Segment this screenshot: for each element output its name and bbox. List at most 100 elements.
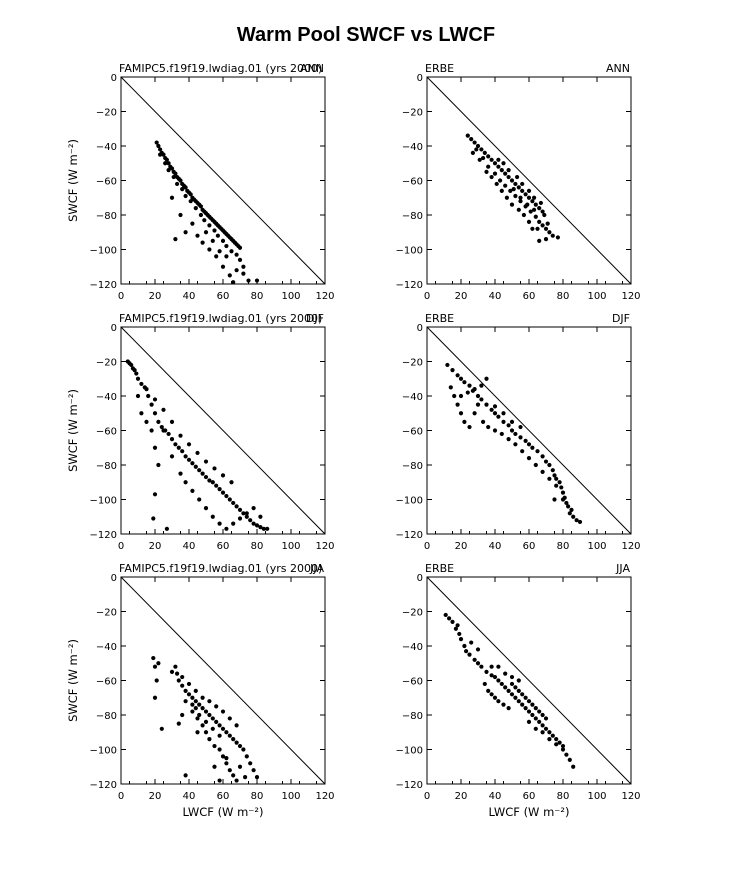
data-point xyxy=(183,185,188,190)
data-point xyxy=(265,526,270,531)
data-point xyxy=(173,664,178,669)
data-point xyxy=(193,206,198,211)
y-tick-label: −80 xyxy=(402,711,423,722)
data-point xyxy=(224,254,229,259)
y-tick-label: −80 xyxy=(96,461,117,472)
y-tick-label: −100 xyxy=(90,746,117,757)
data-point xyxy=(166,168,171,173)
data-point xyxy=(486,164,491,169)
data-point xyxy=(203,459,209,464)
x-tick-label: 40 xyxy=(489,291,502,302)
data-point xyxy=(554,476,559,481)
x-tick-label: 20 xyxy=(455,541,468,552)
data-point xyxy=(217,249,222,254)
y-tick-label: 0 xyxy=(417,573,423,584)
data-point xyxy=(518,435,523,440)
data-point xyxy=(164,157,169,162)
data-point xyxy=(180,683,185,688)
data-point xyxy=(526,219,532,224)
data-point xyxy=(176,445,181,450)
y-tick-label: −40 xyxy=(96,142,117,153)
data-point xyxy=(452,393,457,399)
data-point xyxy=(557,480,562,485)
data-point xyxy=(560,747,566,752)
data-point xyxy=(217,747,222,752)
data-point xyxy=(540,712,545,718)
data-point xyxy=(557,740,562,745)
x-tick-label: 40 xyxy=(183,291,196,302)
data-point xyxy=(492,411,498,416)
data-point xyxy=(516,688,521,693)
x-tick-label: 0 xyxy=(118,791,124,802)
data-point xyxy=(258,514,263,519)
data-point xyxy=(152,397,158,402)
y-tick-label: −100 xyxy=(90,496,117,507)
panel-left-label: ERBE xyxy=(425,562,454,575)
data-point xyxy=(220,238,226,243)
data-point xyxy=(156,661,161,666)
y-tick-label: −40 xyxy=(96,642,117,653)
data-point xyxy=(149,402,154,407)
data-point xyxy=(462,643,467,649)
data-point xyxy=(523,706,528,711)
data-point xyxy=(472,411,477,416)
data-point xyxy=(190,488,195,493)
data-point xyxy=(513,442,518,447)
data-point xyxy=(159,424,164,430)
y-tick-label: −60 xyxy=(96,177,117,188)
y-tick-label: −100 xyxy=(396,746,423,757)
data-point xyxy=(543,237,549,242)
data-point xyxy=(465,390,470,395)
scatter-panel: 0 20 40 60 80 100 120 0 −20 −40 −60 −80 −100 −120 ERBE… xyxy=(396,62,641,302)
data-point xyxy=(518,199,523,204)
data-point xyxy=(506,168,511,173)
data-point xyxy=(193,688,198,693)
data-point xyxy=(254,523,260,528)
data-point xyxy=(494,181,499,187)
data-point xyxy=(475,647,481,652)
data-point xyxy=(499,681,504,687)
data-point xyxy=(217,487,222,492)
x-tick-label: 60 xyxy=(523,291,536,302)
data-point xyxy=(152,492,158,497)
data-point xyxy=(215,233,220,238)
data-point xyxy=(520,702,525,707)
data-point xyxy=(486,154,491,159)
data-point xyxy=(475,661,481,666)
data-point xyxy=(156,143,161,149)
data-point xyxy=(207,478,212,483)
y-tick-label: −120 xyxy=(396,530,423,541)
data-point xyxy=(231,773,236,778)
data-point xyxy=(567,757,572,762)
data-point xyxy=(183,193,188,199)
data-point xyxy=(197,468,202,473)
data-point xyxy=(560,490,566,495)
data-point xyxy=(526,719,532,725)
data-point xyxy=(516,699,521,704)
data-point xyxy=(261,526,266,531)
data-point xyxy=(566,504,571,509)
data-point xyxy=(212,743,217,749)
data-point xyxy=(186,442,192,447)
data-point xyxy=(448,385,453,390)
data-point xyxy=(212,466,217,471)
data-point xyxy=(152,445,158,450)
data-point xyxy=(180,449,185,454)
y-tick-label: −120 xyxy=(90,280,117,291)
data-point xyxy=(530,712,535,718)
data-point xyxy=(149,428,154,433)
data-point xyxy=(207,223,212,228)
data-point xyxy=(516,185,521,190)
data-point xyxy=(543,716,549,721)
panel-right-label: JJA xyxy=(615,562,630,575)
data-point xyxy=(518,195,523,200)
data-point xyxy=(163,161,168,166)
data-point xyxy=(251,521,256,526)
data-point xyxy=(152,411,158,416)
x-tick-label: 0 xyxy=(424,791,430,802)
data-point xyxy=(244,514,249,519)
data-point xyxy=(203,230,209,235)
x-tick-label: 80 xyxy=(557,291,570,302)
data-point xyxy=(509,692,515,697)
data-point xyxy=(231,500,236,506)
